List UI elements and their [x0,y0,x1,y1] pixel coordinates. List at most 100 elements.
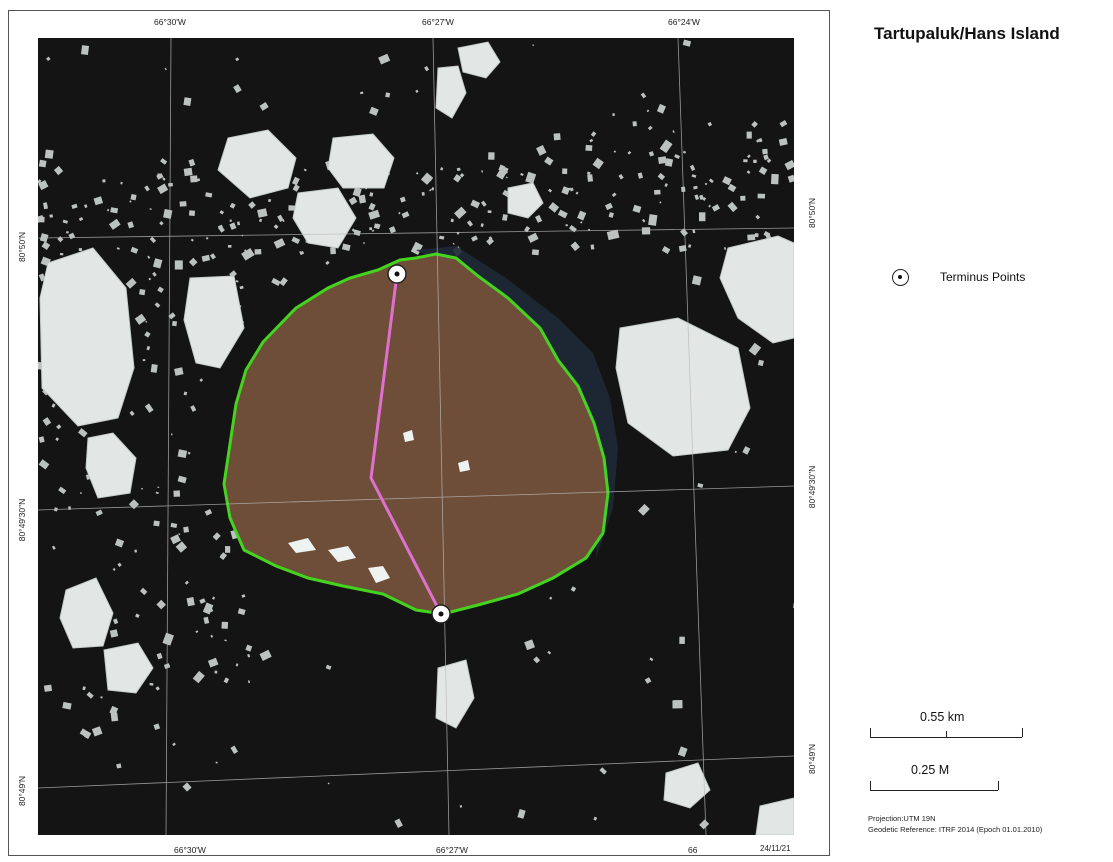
ice-fragment [470,199,481,209]
ice-fragment [177,475,187,484]
ice-fragment [229,219,232,222]
ice-fragment [187,451,191,455]
map-canvas [38,38,794,835]
ice-fragment [654,189,661,195]
ice-fragment [438,235,445,240]
ice-floe [615,317,751,457]
ice-fragment [245,644,253,652]
ice-fragment [399,196,406,203]
ice-floes [39,41,794,835]
ice-fragment [38,214,45,223]
ice-fragment [699,212,706,222]
ice-fragment [637,172,644,179]
terminus-point-south-icon[interactable] [431,604,451,624]
ice-fragment [548,202,560,213]
ice-fragment [398,211,401,215]
ice-fragment [727,201,738,213]
scalebar-nm [870,789,998,791]
ice-fragment [682,150,687,154]
ice-fragment [424,66,430,72]
ice-fragment [150,364,158,373]
terminus-point-north-icon[interactable] [387,264,407,284]
ice-fragment [149,236,157,244]
ice-fragment [125,277,137,289]
ice-fragment [751,121,758,128]
ice-fragment [640,92,647,99]
ice-fragment [152,271,157,277]
ice-fragment [235,663,239,667]
ice-fragment [206,237,209,240]
ice-fragment [58,486,67,495]
ice-fragment [190,175,198,183]
ice-fragment [83,731,92,740]
ice-fragment [212,596,216,600]
top-lon-label-3: 66°24'W [668,17,700,27]
ice-fragment [757,193,766,199]
ice-fragment [273,238,286,249]
ice-fragment [210,634,214,638]
ice-fragment [590,244,595,250]
satellite-map[interactable] [38,38,794,835]
ice-fragment [217,224,224,230]
ice-fragment [113,618,119,625]
ice-fragment [369,227,373,231]
ice-fragment [38,159,47,168]
ice-fragment [722,176,732,186]
ice-fragment [116,763,122,769]
ice-fragment [747,154,751,159]
map-title: Tartupaluk/Hans Island [874,24,1060,43]
ice-fragment [664,158,674,167]
ice-fragment [742,446,751,455]
ice-fragment [291,176,300,186]
ice-fragment [385,92,391,98]
ice-fragment [134,313,147,325]
ice-fragment [174,367,184,376]
ice-fragment [184,580,189,585]
ice-fragment [612,113,615,116]
ice-fragment [188,158,196,167]
ice-fragment [606,229,620,241]
ice-fragment [677,746,688,758]
ice-fragment [415,172,419,175]
ice-fragment [102,179,106,183]
ice-fragment [135,613,140,618]
ice-fragment [153,520,160,527]
ice-floe [327,133,395,189]
ice-fragment [755,214,761,220]
ice-fragment [233,84,242,94]
map-notes: Projection:UTM 19N Geodetic Reference: I… [868,813,1042,835]
ice-fragment [183,391,188,396]
ice-floe [292,187,357,249]
ice-fragment [486,237,495,246]
ice-fragment [156,652,163,660]
ice-fragment [303,168,307,172]
ice-fragment [471,235,478,242]
ice-fragment [292,184,300,192]
ice-fragment [247,680,251,684]
ice-floe [435,65,467,119]
ice-fragment [95,509,103,517]
ice-fragment [267,198,272,203]
ice-fragment [394,818,403,829]
ice-fragment [642,218,646,223]
ice-fragment [689,164,696,171]
ice-fragment [664,183,668,187]
ice-fragment [179,201,187,207]
ice-fragment [219,210,225,215]
ice-fragment [755,139,760,143]
ice-fragment [325,664,332,670]
ice-fragment [659,139,673,154]
ice-fragment [590,131,597,137]
ice-fragment [221,621,229,629]
ice-fragment [613,150,616,153]
ice-fragment [740,195,746,201]
ice-fragment [42,417,52,427]
ice-fragment [156,173,164,180]
ice-fragment [456,167,461,172]
ice-fragment [141,487,144,490]
ice-floe [183,275,245,369]
ice-fragment [215,761,218,764]
ice-fragment [142,359,146,362]
ice-fragment [164,67,167,71]
ice-fragment [82,686,86,691]
